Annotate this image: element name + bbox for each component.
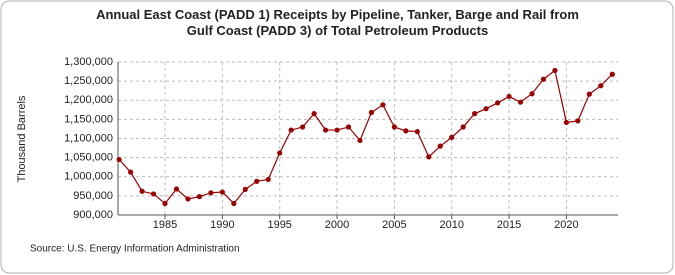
point xyxy=(575,118,581,124)
x-tick-label: 1990 xyxy=(210,219,234,231)
y-tick-label: 1,150,000 xyxy=(64,113,113,125)
point xyxy=(449,134,455,140)
y-tick-label: 950,000 xyxy=(73,190,113,202)
point xyxy=(322,127,329,133)
x-tick-label: 1985 xyxy=(153,219,177,231)
x-tick-label: 2010 xyxy=(439,219,463,231)
point xyxy=(116,156,122,163)
point xyxy=(242,186,248,192)
y-tick-label: 1,100,000 xyxy=(64,132,113,144)
y-tick-label: 1,250,000 xyxy=(64,75,113,87)
y-tick-label: 1,300,000 xyxy=(64,56,113,68)
point xyxy=(391,124,397,130)
point xyxy=(437,143,443,149)
point xyxy=(300,124,306,130)
point xyxy=(380,102,386,108)
y-tick-label: 1,050,000 xyxy=(64,152,113,164)
point xyxy=(277,150,283,156)
point xyxy=(150,191,157,197)
point xyxy=(162,200,168,207)
point xyxy=(403,128,409,134)
point xyxy=(472,111,478,117)
point xyxy=(529,91,535,97)
y-tick-label: 1,200,000 xyxy=(64,94,113,106)
point xyxy=(494,100,501,106)
point xyxy=(173,186,180,192)
point xyxy=(128,169,134,175)
point xyxy=(552,67,558,74)
point xyxy=(517,99,524,105)
point xyxy=(506,93,512,100)
point xyxy=(586,91,592,97)
y-axis-label: Thousand Barrels xyxy=(16,95,28,182)
source: Source: U.S. Energy Information Administ… xyxy=(30,244,240,255)
x-tick-label: 1995 xyxy=(267,219,291,231)
x-tick-label: 2020 xyxy=(554,219,578,231)
title-box: Annual East Coast (PADD 1) Receipts by P… xyxy=(0,7,675,40)
point xyxy=(609,71,615,77)
point xyxy=(426,154,432,160)
point xyxy=(483,106,489,112)
point xyxy=(334,127,340,133)
point xyxy=(414,129,420,135)
point xyxy=(357,137,363,144)
point xyxy=(219,189,225,195)
point xyxy=(598,83,604,89)
point xyxy=(368,109,375,116)
point xyxy=(540,76,547,82)
y-tick-label: 900,000 xyxy=(73,209,113,221)
point xyxy=(185,196,191,202)
chart-title: Annual East Coast (PADD 1) Receipts by P… xyxy=(96,7,579,38)
x-tick-label: 2000 xyxy=(325,219,349,231)
y-tick-label: 1,000,000 xyxy=(64,171,113,183)
point xyxy=(311,111,317,117)
point xyxy=(208,190,214,196)
point xyxy=(139,188,145,194)
point xyxy=(265,176,271,183)
point xyxy=(563,119,569,126)
point xyxy=(460,124,466,130)
point xyxy=(196,194,203,200)
x-tick-label: 2015 xyxy=(497,219,521,231)
point xyxy=(288,127,294,133)
x-tick-label: 2005 xyxy=(382,219,406,231)
point xyxy=(231,200,237,207)
point xyxy=(254,178,260,184)
point xyxy=(345,124,352,130)
